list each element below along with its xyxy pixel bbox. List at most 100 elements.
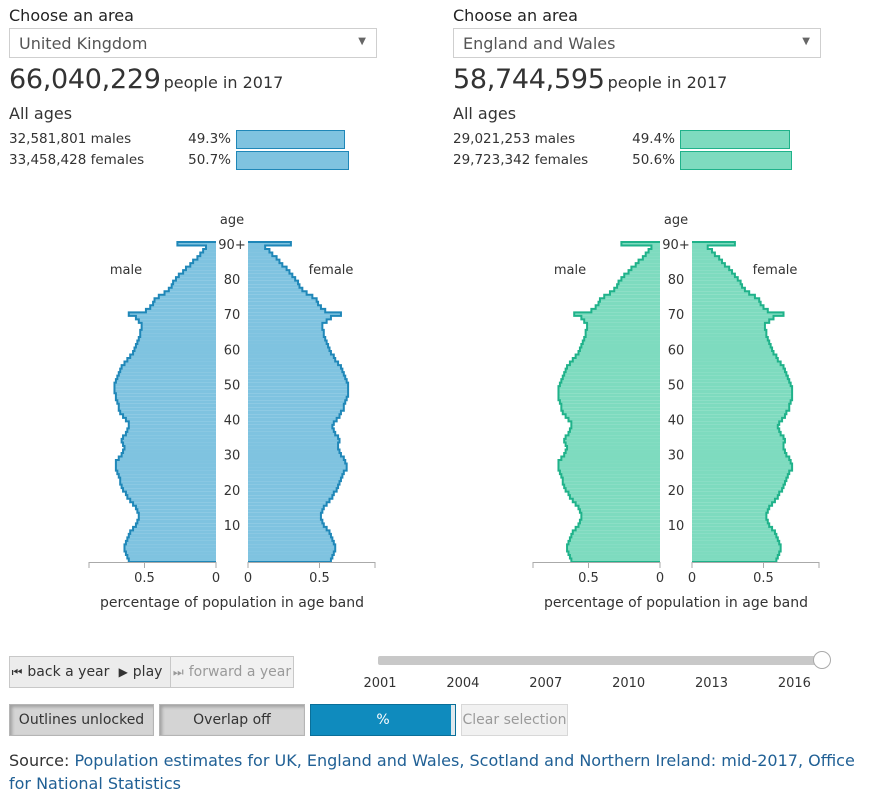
male-bar [135,315,216,320]
x-tick-label: 0 [688,571,696,586]
male-bar [575,354,660,359]
female-bar [692,403,790,408]
females-summary-row: 33,458,428 females 50.7% [9,150,409,170]
female-bar [248,533,331,538]
x-tick-label: 0.5 [578,571,599,586]
female-bar [248,554,333,559]
male-bar [562,375,660,380]
female-bar [248,519,323,524]
female-outline [248,241,350,563]
play-button[interactable]: ▶ play [111,656,171,688]
male-bar [635,263,660,267]
clear-selection-button[interactable]: Clear selection [461,704,568,736]
female-bar [248,512,321,517]
male-bar [572,358,660,362]
female-bar [248,491,334,496]
female-bar [692,396,793,401]
back-a-year-button[interactable]: ⏮ back a year [9,656,112,688]
outlines-toggle[interactable]: Outlines unlocked [9,704,154,736]
male-bar [564,484,660,489]
female-bar [248,301,319,306]
female-bar [692,540,780,545]
female-bar [248,343,329,348]
male-bar [621,277,660,281]
male-bar [175,277,216,281]
male-bar [190,263,216,267]
male-bar [568,417,660,422]
male-bar [569,554,660,559]
male-bar [205,245,216,250]
female-bar [692,287,745,292]
male-bar [117,375,216,380]
female-bar [248,280,299,285]
female-bar [692,474,788,478]
female-bar [692,463,793,468]
male-bar [123,435,216,439]
male-bar [178,273,216,278]
overlap-toggle[interactable]: Overlap off [159,704,305,736]
age-tick-label: 90+ [218,238,245,253]
female-bar [692,547,781,552]
male-bar [138,512,216,517]
males-count: 29,021,253 males [453,131,576,147]
male-bar [127,358,216,362]
female-bar [248,431,336,436]
female-bar [692,326,765,330]
female-bar [248,340,327,344]
female-bar [248,315,331,320]
x-tick-label: 0.5 [309,571,330,586]
male-bar [118,372,216,376]
male-bar [559,400,660,404]
female-bar [692,375,788,380]
year-slider-handle[interactable] [813,651,831,669]
female-bar [248,372,344,376]
female-bar [248,474,343,478]
females-percent: 50.7% [188,152,231,168]
male-bar [197,256,216,260]
year-tick-label: 2004 [446,676,480,691]
male-bar [128,533,216,538]
age-tick-label: 40 [224,414,241,429]
age-tick-label: 60 [224,343,241,358]
female-bar [248,424,333,429]
male-bar [561,379,660,383]
female-bar [248,287,303,292]
area-select[interactable]: England and Wales ▼ [453,28,821,58]
male-bar [130,530,216,534]
male-bar [571,424,660,429]
year-tick-label: 2007 [529,676,563,691]
male-bar [617,284,660,288]
females-count: 33,458,428 females [9,152,145,168]
female-bar [248,326,323,330]
male-bar [584,336,660,341]
female-bar [692,284,743,288]
male-bar [567,547,660,552]
female-bar [692,445,784,450]
female-bar [248,396,347,401]
female-bar [248,445,339,450]
male-bar [127,554,216,559]
year-slider-track[interactable] [378,656,824,665]
female-bar [692,351,774,355]
female-bar [692,537,778,541]
female-bar [248,400,346,404]
total-population-suffix: people in 2017 [163,73,284,92]
percent-toggle[interactable]: % [310,704,456,736]
female-bar [248,333,324,337]
area-select[interactable]: United Kingdom ▼ [9,28,377,58]
female-bar [692,382,791,387]
female-bar [248,266,287,271]
female-bar [692,312,784,316]
male-bar [561,456,660,461]
male-bar [128,312,216,316]
male-bar [591,308,660,313]
male-bar [558,389,660,394]
male-bar [118,407,216,411]
female-bar [248,263,283,267]
male-bar [137,340,216,344]
area-select-value: England and Wales [463,34,616,53]
forward-a-year-button[interactable]: ⏭ forward a year [170,656,294,688]
male-bar [193,259,216,264]
source-link[interactable]: Population estimates for UK, England and… [9,751,855,793]
source-prefix: Source: [9,751,75,770]
